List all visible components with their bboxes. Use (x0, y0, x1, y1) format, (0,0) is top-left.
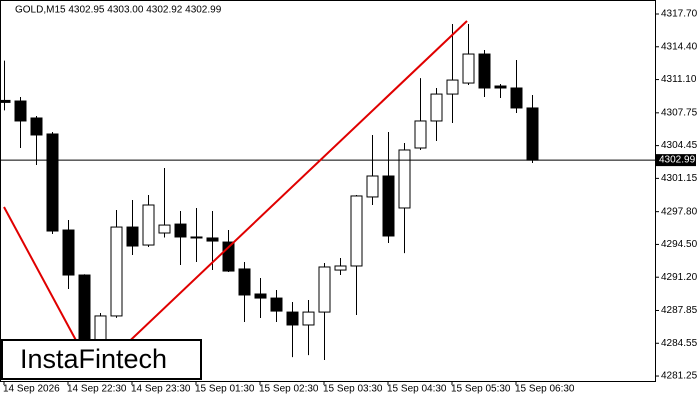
x-tick-label: 15 Sep 02:30 (259, 384, 319, 395)
candle-body (286, 311, 299, 326)
x-tick-label: 15 Sep 06:30 (515, 384, 575, 395)
pattern-line (3, 206, 86, 358)
plot-area (0, 24, 655, 361)
x-tick-label: 15 Sep 05:30 (451, 384, 511, 395)
y-tick-label: 4301.15 (661, 173, 698, 184)
x-tick-label: 14 Sep 23:30 (131, 384, 191, 395)
logo: InstaFintech (20, 344, 167, 374)
current-price-box (656, 154, 696, 167)
candle-body (510, 87, 523, 109)
candle-body (126, 226, 139, 247)
candle-body (142, 204, 155, 246)
candle-body (270, 297, 283, 312)
candle-body (78, 274, 91, 345)
y-tick-label: 4304.45 (661, 140, 698, 151)
logo-box (1, 339, 202, 380)
candle-body (46, 133, 59, 232)
y-tick-label: 4284.55 (661, 338, 698, 349)
y-tick-label: 4311.10 (661, 74, 697, 85)
candle-body (0, 99, 11, 103)
candle-body (110, 226, 123, 317)
candle-body (526, 107, 539, 161)
candle-body (382, 175, 395, 237)
candle-body (222, 241, 235, 272)
candle-body (446, 79, 459, 95)
y-tick-label: 4287.85 (661, 305, 698, 316)
y-tick-label: 4281.25 (661, 371, 698, 382)
current-price-label: 4302.99 (659, 155, 696, 166)
y-tick-label: 4314.40 (661, 41, 698, 52)
x-tick-label: 15 Sep 03:30 (323, 384, 383, 395)
y-tick-label: 4291.20 (661, 272, 698, 283)
pattern-line (117, 20, 468, 353)
candle-body (158, 224, 171, 234)
plot-border (0, 0, 656, 382)
x-tick-label: 15 Sep 01:30 (195, 384, 255, 395)
candle-body (366, 175, 379, 198)
candle-body (190, 236, 203, 239)
y-tick-label: 4297.80 (661, 206, 698, 217)
candle-body (174, 223, 187, 238)
y-tick-label: 4317.70 (661, 9, 698, 20)
candle-body (494, 85, 507, 89)
chart-title: GOLD,M15 4302.95 4303.00 4302.92 4302.99 (15, 5, 222, 16)
candle-body (462, 53, 475, 84)
candle-body (302, 311, 315, 326)
candle-body (350, 195, 363, 267)
candle-body (238, 268, 251, 296)
candle-body (430, 93, 443, 122)
candle-body (414, 120, 427, 149)
x-tick-label: 14 Sep 2026 (3, 384, 60, 395)
x-tick-label: 15 Sep 04:30 (387, 384, 447, 395)
candle-body (206, 237, 219, 242)
candle-body (398, 149, 411, 209)
candle-body (30, 117, 43, 136)
x-tick-label: 14 Sep 22:30 (67, 384, 127, 395)
candle-body (478, 53, 491, 89)
overlay: InstaFintech (1, 339, 202, 380)
candle-body (254, 293, 267, 299)
y-tick-label: 4294.50 (661, 239, 698, 250)
candle-body (62, 229, 75, 276)
candle-body (318, 266, 331, 313)
candle-body (14, 100, 27, 122)
candle-body (334, 265, 347, 271)
y-tick-label: 4307.75 (661, 107, 698, 118)
